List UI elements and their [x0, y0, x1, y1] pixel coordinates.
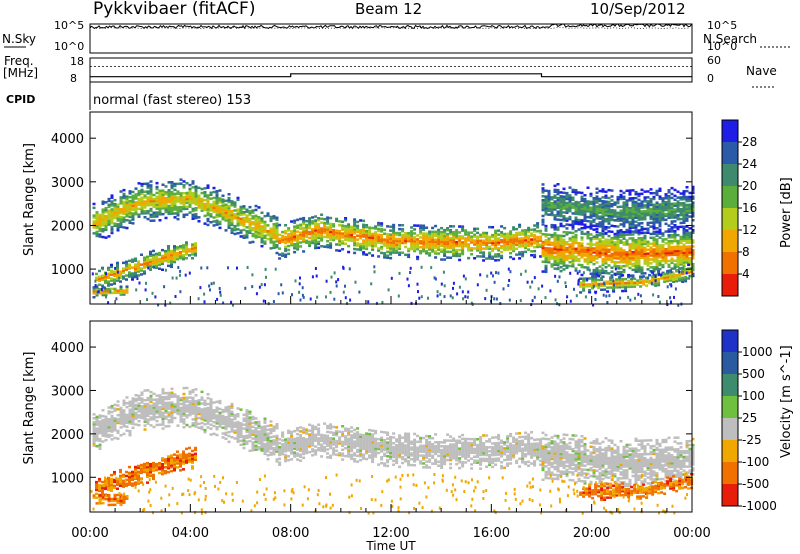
sky-noise-series — [89, 23, 692, 53]
frequency-tick: 8 — [70, 72, 77, 85]
power-colorbar-swatch — [722, 252, 738, 274]
sky-noise-right-label: N.Search — [703, 32, 757, 46]
time-tick-label: 04:00 — [172, 526, 209, 541]
sky-noise-right-tick: 10^0 — [707, 40, 737, 53]
velocity-panel-ylabel: Slant Range [km] — [22, 352, 37, 465]
power-colorbar-swatch — [722, 164, 738, 186]
velocity-colorbar-tick-label: 500 — [742, 367, 765, 381]
velocity-colorbar-swatch — [722, 330, 738, 352]
velocity-colorbar-swatch — [722, 396, 738, 418]
velocity-colorbar-tick-label: -25 — [742, 433, 762, 447]
time-axis-label: Time UT — [365, 539, 416, 553]
power-colorbar-swatch — [722, 142, 738, 164]
frequency-unit-label: [MHz] — [3, 66, 38, 80]
velocity-panel-ytick-label: 1000 — [51, 471, 84, 486]
velocity-colorbar-label: Velocity [m s^-1] — [779, 345, 794, 458]
velocity-colorbar-tick-label: -1000 — [742, 499, 777, 513]
velocity-colorbar-tick-label: 1000 — [742, 345, 773, 359]
velocity-colorbar-tick-label: -500 — [742, 477, 769, 491]
station-title: Pykkvibaer (fitACF) — [93, 0, 256, 19]
nave-tick: 60 — [707, 54, 721, 67]
velocity-colorbar-swatch — [722, 352, 738, 374]
velocity-colorbar-tick-label: 100 — [742, 389, 765, 403]
nave-label: Nave — [746, 64, 777, 78]
time-tick-label: 00:00 — [71, 526, 108, 541]
velocity-colorbar-swatch — [722, 484, 738, 506]
power-colorbar-tick-label: 28 — [742, 135, 757, 149]
power-colorbar-swatch — [722, 274, 738, 296]
frequency-tick: 18 — [70, 55, 84, 68]
sky-noise-left-label: N.Sky — [2, 32, 36, 46]
power-colorbar-label: Power [dB] — [779, 177, 794, 248]
cpid-label: CPID — [6, 93, 35, 106]
velocity-colorbar-tick-label: 25 — [742, 411, 757, 425]
velocity-colorbar-swatch — [722, 440, 738, 462]
time-tick-label: 16:00 — [473, 526, 510, 541]
power-colorbar-tick-label: 8 — [742, 245, 750, 259]
sky-noise-left-tick: 10^5 — [54, 19, 84, 32]
velocity-colorbar-swatch — [722, 418, 738, 440]
power-colorbar-tick-label: 4 — [742, 267, 750, 281]
power-panel-cells — [91, 178, 695, 307]
time-tick-label: 00:00 — [673, 526, 710, 541]
velocity-colorbar-swatch — [722, 374, 738, 396]
frequency-label: Freq. — [4, 54, 34, 68]
cpid-mode: normal (fast stereo) 153 — [93, 93, 251, 108]
power-colorbar-tick-label: 12 — [742, 223, 757, 237]
sky-noise-right-tick: 10^5 — [707, 19, 737, 32]
velocity-panel-ytick-label: 2000 — [51, 428, 84, 443]
power-colorbar-swatch — [722, 230, 738, 252]
power-panel-ytick-label: 4000 — [51, 132, 84, 147]
power-panel-ytick-label: 2000 — [51, 219, 84, 234]
time-tick-label: 20:00 — [573, 526, 610, 541]
time-tick-label: 12:00 — [372, 526, 409, 541]
nave-tick: 0 — [707, 72, 714, 85]
power-colorbar-tick-label: 24 — [742, 157, 757, 171]
date-title: 10/Sep/2012 — [590, 0, 686, 18]
time-tick-label: 08:00 — [272, 526, 309, 541]
velocity-panel-ytick-label: 3000 — [51, 384, 84, 399]
power-colorbar-swatch — [722, 208, 738, 230]
power-colorbar-tick-label: 20 — [742, 179, 757, 193]
power-colorbar-tick-label: 16 — [742, 201, 757, 215]
beam-title: Beam 12 — [355, 0, 423, 18]
power-panel-ytick-label: 3000 — [51, 176, 84, 191]
search-noise-series — [89, 27, 691, 29]
power-panel-ylabel: Slant Range [km] — [22, 143, 37, 256]
power-colorbar-swatch — [722, 186, 738, 208]
sky-noise-left-tick: 10^0 — [54, 40, 84, 53]
velocity-panel-ytick-label: 4000 — [51, 341, 84, 356]
velocity-panel-cells — [90, 386, 695, 515]
velocity-colorbar-tick-label: -100 — [742, 455, 769, 469]
frequency-frame — [89, 57, 693, 83]
frequency-series — [90, 73, 692, 78]
velocity-colorbar-swatch — [722, 462, 738, 484]
power-colorbar-swatch — [722, 120, 738, 142]
power-panel-ytick-label: 1000 — [51, 263, 84, 278]
